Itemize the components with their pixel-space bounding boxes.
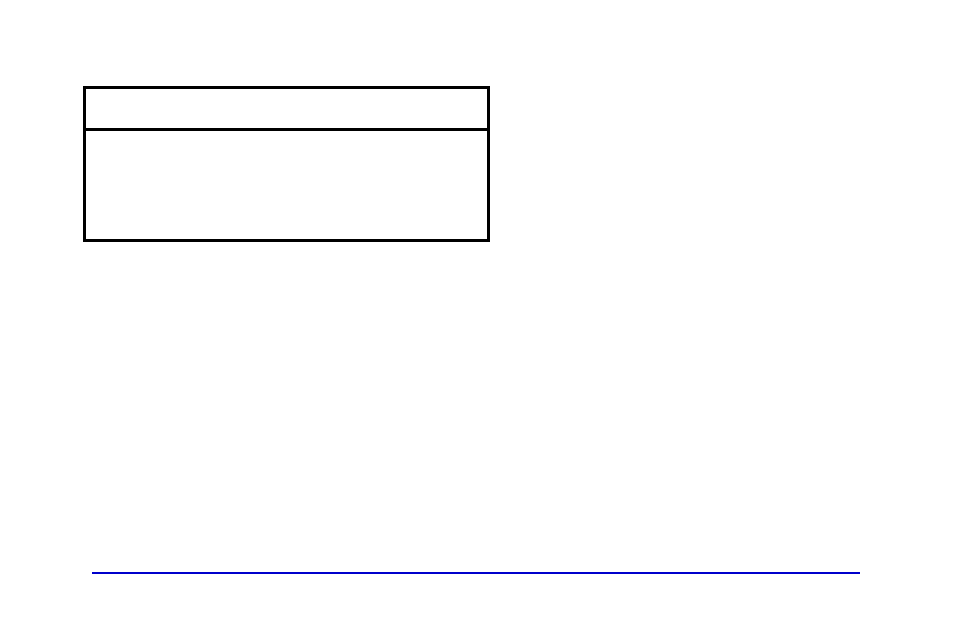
table-row	[86, 89, 487, 131]
table-row	[86, 131, 487, 239]
simple-table	[83, 86, 490, 242]
horizontal-rule	[92, 572, 860, 574]
